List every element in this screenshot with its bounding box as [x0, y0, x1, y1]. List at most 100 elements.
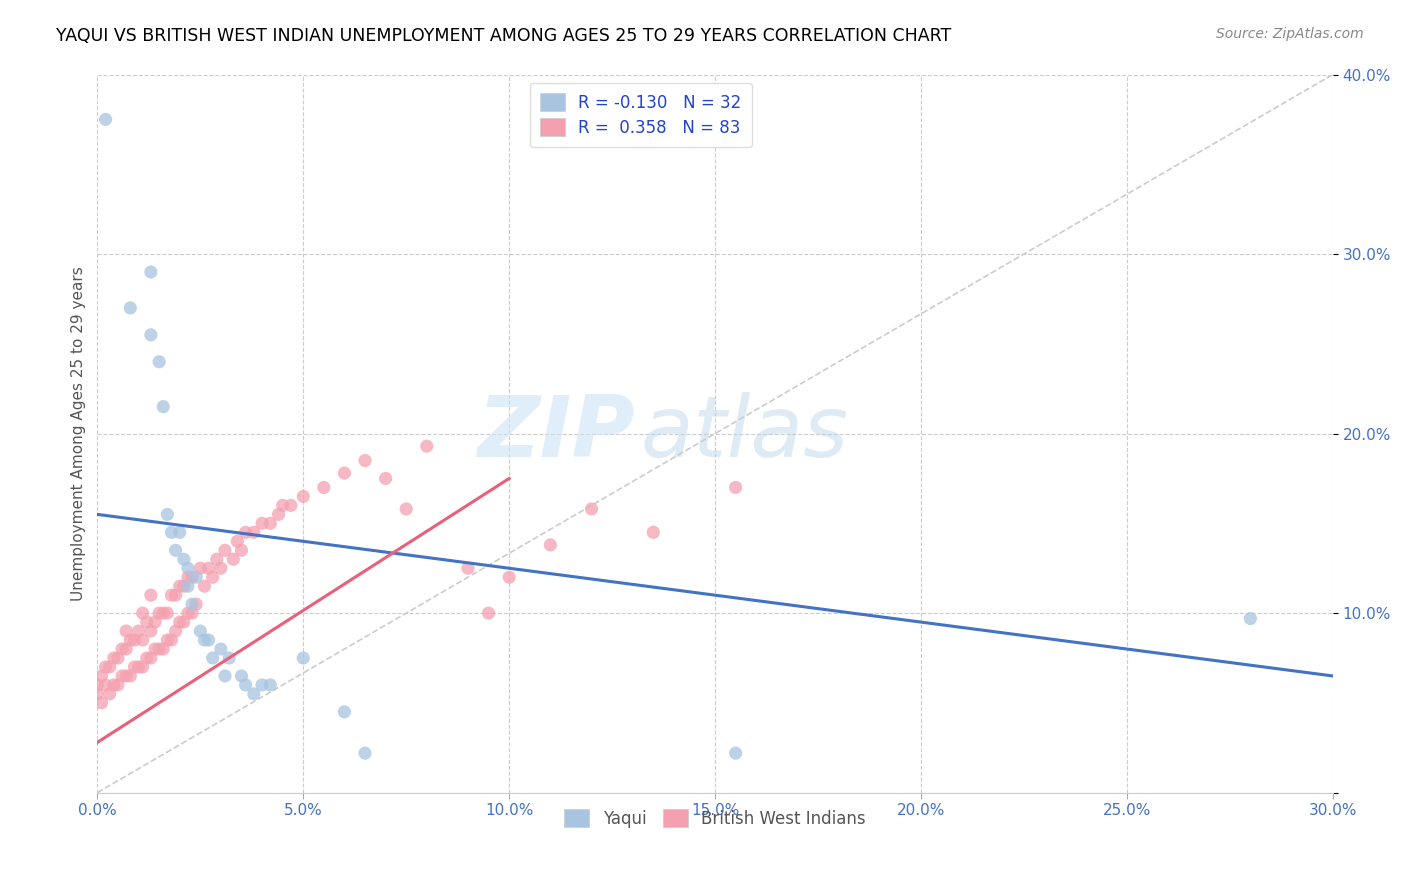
Point	[271, 499, 294, 513]
Point	[152, 642, 174, 657]
Point	[86, 678, 108, 692]
Point	[160, 525, 183, 540]
Point	[222, 552, 245, 566]
Point	[205, 552, 228, 566]
Point	[177, 606, 200, 620]
Point	[538, 538, 561, 552]
Point	[128, 660, 150, 674]
Point	[135, 651, 157, 665]
Point	[148, 642, 170, 657]
Point	[115, 669, 138, 683]
Point	[135, 615, 157, 629]
Point	[214, 669, 236, 683]
Point	[354, 453, 377, 467]
Point	[94, 112, 117, 127]
Point	[243, 525, 266, 540]
Point	[231, 669, 253, 683]
Point	[156, 508, 179, 522]
Point	[197, 561, 219, 575]
Point	[581, 502, 603, 516]
Point	[86, 687, 108, 701]
Point	[333, 466, 356, 480]
Point	[139, 265, 162, 279]
Point	[131, 633, 153, 648]
Point	[259, 678, 281, 692]
Point	[152, 400, 174, 414]
Point	[143, 642, 166, 657]
Legend: Yaqui, British West Indians: Yaqui, British West Indians	[558, 803, 873, 835]
Point	[98, 660, 121, 674]
Point	[457, 561, 479, 575]
Point	[724, 746, 747, 760]
Point	[186, 597, 208, 611]
Point	[188, 561, 211, 575]
Point	[94, 678, 117, 692]
Point	[139, 624, 162, 638]
Point	[416, 439, 439, 453]
Point	[280, 499, 302, 513]
Point	[201, 651, 224, 665]
Point	[131, 660, 153, 674]
Point	[724, 480, 747, 494]
Point	[214, 543, 236, 558]
Point	[169, 579, 191, 593]
Point	[259, 516, 281, 531]
Point	[177, 561, 200, 575]
Point	[643, 525, 665, 540]
Point	[250, 516, 273, 531]
Point	[374, 471, 396, 485]
Point	[250, 678, 273, 692]
Point	[165, 588, 187, 602]
Point	[103, 678, 125, 692]
Point	[156, 606, 179, 620]
Point	[267, 508, 290, 522]
Point	[169, 525, 191, 540]
Point	[156, 633, 179, 648]
Point	[193, 633, 215, 648]
Point	[90, 669, 112, 683]
Point	[243, 687, 266, 701]
Point	[169, 615, 191, 629]
Point	[124, 633, 146, 648]
Point	[173, 552, 195, 566]
Point	[107, 678, 129, 692]
Point	[226, 534, 249, 549]
Point	[98, 687, 121, 701]
Y-axis label: Unemployment Among Ages 25 to 29 years: Unemployment Among Ages 25 to 29 years	[72, 266, 86, 601]
Point	[498, 570, 520, 584]
Point	[333, 705, 356, 719]
Point	[173, 579, 195, 593]
Point	[90, 696, 112, 710]
Point	[231, 543, 253, 558]
Point	[131, 606, 153, 620]
Point	[181, 606, 204, 620]
Point	[186, 570, 208, 584]
Point	[165, 624, 187, 638]
Point	[124, 660, 146, 674]
Point	[181, 570, 204, 584]
Point	[181, 597, 204, 611]
Point	[148, 355, 170, 369]
Point	[197, 633, 219, 648]
Point	[120, 633, 142, 648]
Point	[107, 651, 129, 665]
Point	[292, 651, 315, 665]
Point	[139, 651, 162, 665]
Point	[235, 525, 257, 540]
Point	[292, 490, 315, 504]
Point	[235, 678, 257, 692]
Point	[152, 606, 174, 620]
Point	[111, 642, 134, 657]
Text: atlas: atlas	[641, 392, 849, 475]
Point	[188, 624, 211, 638]
Point	[177, 579, 200, 593]
Point	[160, 633, 183, 648]
Text: YAQUI VS BRITISH WEST INDIAN UNEMPLOYMENT AMONG AGES 25 TO 29 YEARS CORRELATION : YAQUI VS BRITISH WEST INDIAN UNEMPLOYMEN…	[56, 27, 952, 45]
Point	[120, 301, 142, 315]
Point	[160, 588, 183, 602]
Point	[120, 669, 142, 683]
Point	[395, 502, 418, 516]
Point	[193, 579, 215, 593]
Point	[165, 543, 187, 558]
Text: Source: ZipAtlas.com: Source: ZipAtlas.com	[1216, 27, 1364, 41]
